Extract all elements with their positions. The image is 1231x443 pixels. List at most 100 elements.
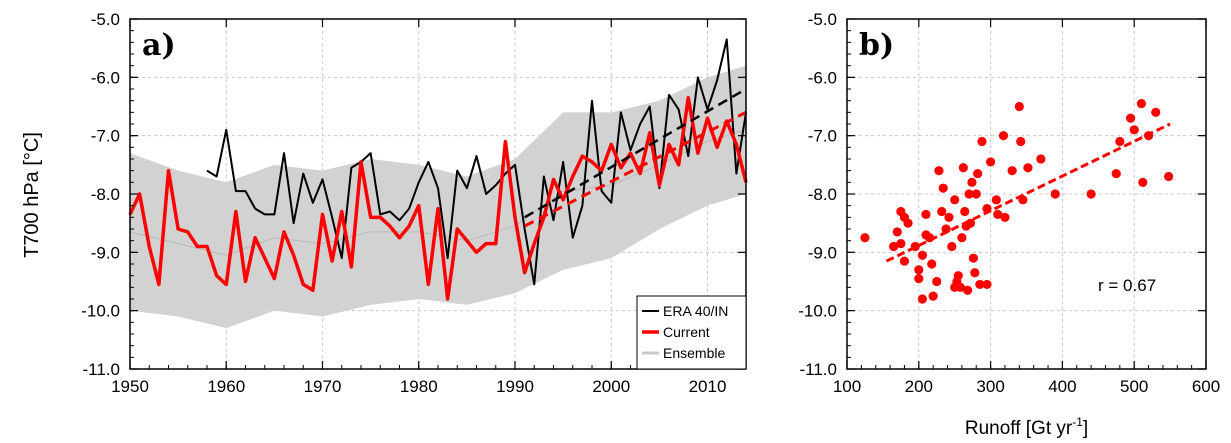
scatter-point (970, 268, 980, 278)
x-tick-label: 2000 (592, 377, 630, 396)
scatter-point (1129, 125, 1139, 135)
scatter-point (1151, 107, 1161, 117)
scatter-point (917, 250, 927, 260)
y-tick-label: -11.0 (800, 360, 838, 379)
legend: ERA 40/IN Current Ensemble (636, 295, 747, 370)
scatter-point (968, 253, 978, 263)
correlation-annotation: r = 0.67 (1098, 276, 1156, 295)
y-tick-label: -8.0 (808, 185, 837, 204)
panel-a-lines (128, 38, 748, 301)
scatter-point (993, 209, 1003, 220)
x-tick-label: 2010 (689, 377, 727, 396)
scatter-point (971, 189, 981, 199)
panel-b-ticks: 100 200 300 400 500 600 -5.0 -6.0 -7.0 -8.0 -9.0 -1… (798, 10, 1220, 396)
scatter-point (957, 233, 967, 243)
scatter-point (958, 163, 968, 173)
scatter-point (1086, 189, 1096, 199)
scatter-point (917, 294, 927, 304)
scatter-point (950, 195, 960, 205)
ensemble-band (129, 65, 747, 329)
scatter-point (960, 206, 970, 217)
x-tick-label: 400 (1048, 377, 1076, 396)
scatter-point (967, 177, 977, 187)
panel-b-label: b) (859, 28, 894, 63)
scatter-point (937, 206, 947, 217)
scatter-point (975, 279, 985, 290)
scatter-point (932, 276, 942, 287)
scatter-point (903, 218, 913, 228)
scatter-point (889, 241, 899, 252)
panel-a-timeseries: 1950 1960 1970 1980 1990 2000 2010 -5.0 -6.0 -7.0… (81, 10, 748, 396)
scatter-point (947, 241, 957, 252)
x-axis-label-prefix: Runoff [Gt yr (965, 418, 1073, 439)
scatter-point (977, 136, 987, 147)
scatter-point (964, 189, 974, 199)
scatter-point (1000, 212, 1010, 222)
x-tick-label: 1950 (111, 377, 149, 396)
scatter-point (860, 233, 870, 243)
scatter-point (938, 183, 948, 193)
scatter-point (963, 285, 973, 295)
scatter-point (1164, 171, 1174, 182)
panel-b-frame (846, 18, 1207, 370)
y-tick-label: -10.0 (81, 302, 120, 321)
panel-b-grid (847, 19, 1206, 369)
scatter-point (1007, 166, 1017, 176)
scatter-point (1016, 136, 1026, 147)
scatter-point (1115, 136, 1125, 147)
scatter-point (1126, 113, 1136, 123)
series-current-line (128, 96, 748, 301)
ensemble-mean-line (129, 129, 747, 256)
y-tick-label: -10.0 (798, 302, 837, 321)
legend-label: Ensemble (663, 345, 725, 361)
scatter-point (1050, 189, 1060, 199)
trend-current-dashed (523, 110, 747, 228)
y-tick-label: -6.0 (91, 68, 120, 87)
scatter-point (1036, 154, 1046, 164)
y-tick-label: -9.0 (91, 243, 120, 262)
scatter-point (896, 238, 906, 249)
legend-label: ERA 40/IN (663, 303, 728, 319)
scatter-point (991, 195, 1001, 205)
x-tick-label: 1970 (304, 377, 342, 396)
scatter-point (1138, 177, 1148, 187)
scatter-point (1023, 163, 1033, 173)
y-tick-label: -8.0 (91, 185, 120, 204)
scatter-point (973, 168, 983, 179)
x-tick-label: 600 (1192, 377, 1220, 396)
scatter-point (914, 273, 924, 284)
x-tick-label: 1960 (207, 377, 245, 396)
panel-a-ticks: 1950 1960 1970 1980 1990 2000 2010 -5.0 -6.0 -7.0… (81, 10, 747, 396)
scatter-point (927, 259, 937, 269)
x-tick-label: 300 (976, 377, 1004, 396)
scatter-point (941, 224, 951, 234)
trend-era40-dashed (523, 87, 747, 219)
scatter-point (982, 279, 992, 290)
y-tick-label: -5.0 (808, 10, 837, 29)
x-tick-label: 1990 (496, 377, 534, 396)
scatter-point (899, 256, 910, 266)
scatter-point (1111, 168, 1121, 179)
y-tick-label: -6.0 (808, 68, 837, 87)
panel-b-points (860, 98, 1174, 304)
x-axis-label-superscript: -1 (1072, 415, 1083, 429)
scatter-point (921, 209, 931, 220)
y-tick-label: -7.0 (808, 127, 837, 146)
y-axis-label: T700 hPa [°C] (21, 132, 43, 258)
panel-a-label: a) (142, 28, 176, 63)
x-tick-label: 1980 (400, 377, 438, 396)
scatter-point (998, 131, 1009, 141)
x-axis-label-suffix: ] (1083, 418, 1088, 439)
regression-line (885, 122, 1171, 263)
x-tick-label: 500 (1120, 377, 1148, 396)
y-tick-label: -9.0 (808, 243, 837, 262)
ensemble-spread-area (130, 65, 746, 329)
scatter-point (955, 282, 966, 292)
scatter-point (944, 212, 954, 222)
panel-b-fit (885, 122, 1171, 263)
scatter-point (986, 157, 996, 167)
panel-b-scatter: 100 200 300 400 500 600 -5.0 -6.0 -7.0 -8.0 -9.0 -1… (798, 10, 1220, 439)
scatter-point (928, 291, 938, 301)
x-tick-label: 200 (905, 377, 933, 396)
